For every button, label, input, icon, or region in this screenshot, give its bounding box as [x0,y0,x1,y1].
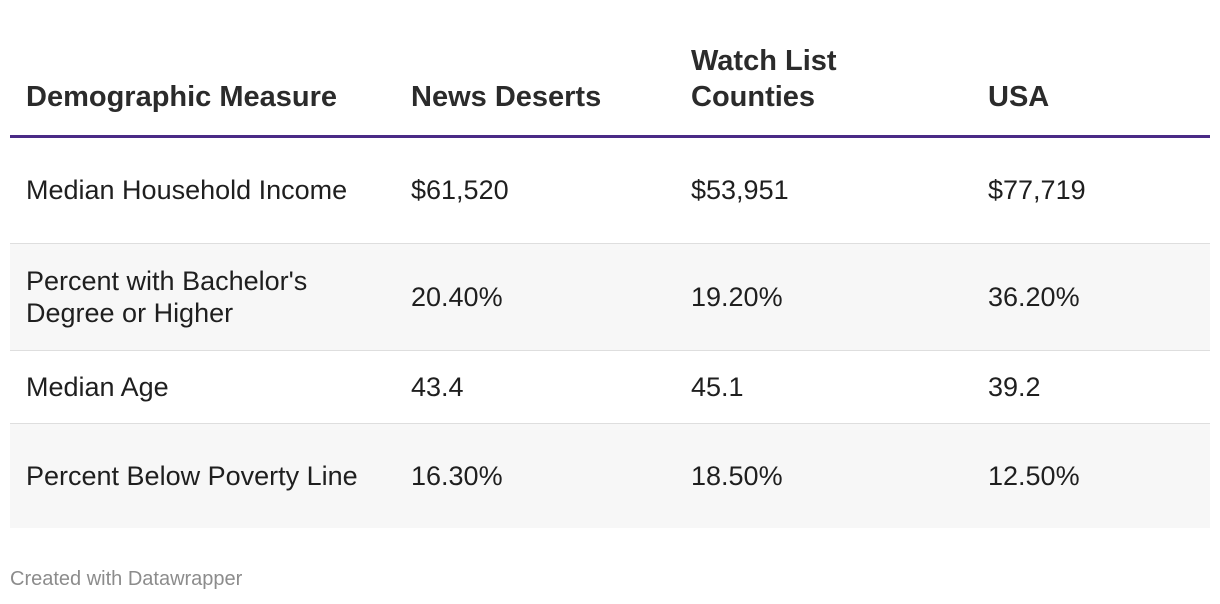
table-cell-value: 16.30% [395,423,675,528]
table-cell-value: 12.50% [972,423,1210,528]
table-body: Median Household Income $61,520 $53,951 … [10,136,1210,528]
table-cell-value: $77,719 [972,136,1210,244]
table-cell-measure: Percent Below Poverty Line [10,423,395,528]
table-row: Median Age 43.4 45.1 39.2 [10,350,1210,424]
column-header-news-deserts: News Deserts [395,0,675,138]
table-cell-measure: Median Age [10,350,395,424]
column-header-usa: USA [972,0,1210,138]
data-table-container: Demographic Measure News Deserts Watch L… [10,0,1210,528]
table-cell-value: 19.20% [675,243,972,351]
table-cell-value: 20.40% [395,243,675,351]
header-row: Demographic Measure News Deserts Watch L… [10,0,1210,138]
table-cell-value: 45.1 [675,350,972,424]
table-header: Demographic Measure News Deserts Watch L… [10,0,1210,138]
table-row: Percent Below Poverty Line 16.30% 18.50%… [10,423,1210,528]
column-header-measure: Demographic Measure [10,0,395,138]
column-header-watch-list: Watch List Counties [675,0,972,138]
table-cell-measure: Percent with Bachelor's Degree or Higher [10,243,395,351]
table-cell-value: 18.50% [675,423,972,528]
table-row: Median Household Income $61,520 $53,951 … [10,136,1210,244]
table-cell-value: 43.4 [395,350,675,424]
demographics-table: Demographic Measure News Deserts Watch L… [10,0,1210,528]
table-row: Percent with Bachelor's Degree or Higher… [10,243,1210,351]
table-cell-measure: Median Household Income [10,136,395,244]
table-cell-value: $61,520 [395,136,675,244]
table-cell-value: 36.20% [972,243,1210,351]
table-cell-value: 39.2 [972,350,1210,424]
table-cell-value: $53,951 [675,136,972,244]
datawrapper-credit-link[interactable]: Created with Datawrapper [10,568,243,590]
